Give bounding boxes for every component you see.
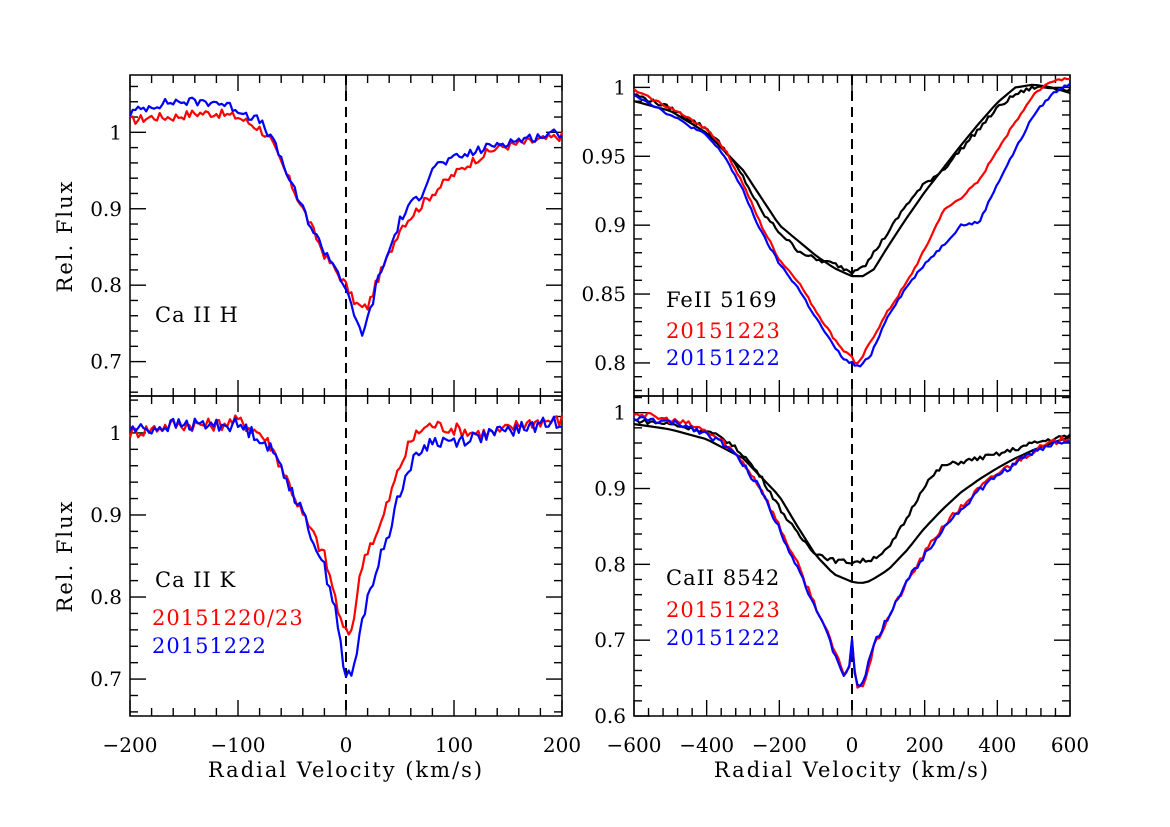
- x-tick-label: 200: [906, 733, 944, 757]
- y-tick-label: 0.7: [90, 350, 122, 374]
- series-black-model: [633, 83, 1071, 278]
- x-axis-label-right: Radial Velocity (km/s): [714, 758, 990, 782]
- legend-entry-blue: 20151222: [666, 346, 781, 370]
- x-tick-label: −600: [607, 733, 662, 757]
- series-blue: [128, 96, 563, 337]
- y-tick-label: 0.85: [581, 282, 626, 306]
- y-tick-label: 1: [613, 401, 626, 425]
- legend-entry-red: 20151220/23: [152, 606, 304, 630]
- series-blue: [633, 415, 1071, 687]
- y-tick-label: 0.95: [581, 144, 626, 168]
- legend-entry-blue: 20151222: [152, 634, 267, 658]
- spectrum-lines: [128, 414, 564, 678]
- x-tick-label: −200: [752, 733, 807, 757]
- y-tick-label: 0.6: [594, 704, 626, 728]
- x-axis-label-left: Radial Velocity (km/s): [208, 758, 484, 782]
- panel-ca-ii-k: −200 −100 0 100 200 0.7 0.8 0.9 1 Ca II K 20151…: [90, 395, 582, 757]
- y-tick-label: 0.8: [90, 585, 122, 609]
- y-tick-labels: 0.7 0.8 0.9 1: [90, 120, 122, 373]
- x-tick-label: −400: [679, 733, 734, 757]
- panel-feii-5169: 0.8 0.85 0.9 0.95 1 FeII 5169 20151223 20151…: [581, 74, 1071, 397]
- y-tick-label: 0.8: [594, 552, 626, 576]
- x-tick-label: 100: [435, 733, 473, 757]
- y-tick-label: 0.9: [594, 477, 626, 501]
- spectrum-lines: [128, 96, 564, 337]
- y-tick-labels: 0.8 0.85 0.9 0.95 1: [581, 75, 626, 375]
- y-axis-label-bottom: Rel. Flux: [53, 500, 77, 613]
- y-tick-labels: 0.7 0.8 0.9 1: [90, 421, 122, 691]
- tick-marks: [633, 396, 1071, 717]
- y-tick-label: 0.7: [90, 667, 122, 691]
- x-tick-label: 0: [340, 733, 353, 757]
- line-label: Ca II H: [155, 303, 239, 327]
- panel-caii-8542: −600 −400 −200 0 200 400 600 0.6 0.7 0.8 0.9 1 CaI…: [594, 395, 1090, 757]
- series-red: [129, 108, 564, 311]
- x-tick-label: 0: [846, 733, 859, 757]
- legend-entry-red: 20151223: [666, 319, 781, 343]
- y-tick-label: 1: [109, 421, 122, 445]
- y-axis-label-top: Rel. Flux: [53, 180, 77, 293]
- y-tick-label: 0.8: [90, 273, 122, 297]
- y-tick-label: 0.8: [594, 351, 626, 375]
- x-tick-labels: −600 −400 −200 0 200 400 600: [607, 733, 1090, 757]
- y-tick-label: 1: [109, 120, 122, 144]
- series-black-model: [633, 423, 1071, 584]
- panel-ca-ii-h: 0.7 0.8 0.9 1 Ca II H: [90, 74, 564, 397]
- y-tick-label: 0.9: [90, 197, 122, 221]
- tick-marks: [129, 396, 563, 716]
- x-tick-label: 200: [543, 733, 581, 757]
- x-tick-label: 400: [978, 733, 1016, 757]
- legend-entry-blue: 20151222: [666, 626, 781, 650]
- x-tick-labels: −200 −100 0 100 200: [103, 733, 582, 757]
- legend-entry-red: 20151223: [666, 598, 781, 622]
- line-label: Ca II K: [155, 568, 236, 592]
- y-tick-label: 0.7: [594, 628, 626, 652]
- series-red: [633, 77, 1071, 365]
- y-tick-label: 1: [613, 75, 626, 99]
- spectrum-lines: [633, 77, 1071, 368]
- series-blue: [129, 415, 563, 678]
- line-label: CaII 8542: [666, 566, 780, 590]
- line-label: FeII 5169: [666, 288, 778, 312]
- x-tick-label: −200: [103, 733, 158, 757]
- x-tick-label: 600: [1051, 733, 1089, 757]
- series-blue: [633, 82, 1071, 368]
- spectrum-lines: [633, 411, 1071, 689]
- y-tick-labels: 0.6 0.7 0.8 0.9 1: [594, 401, 626, 728]
- x-tick-label: −100: [211, 733, 266, 757]
- y-tick-label: 0.9: [594, 213, 626, 237]
- y-tick-label: 0.9: [90, 503, 122, 527]
